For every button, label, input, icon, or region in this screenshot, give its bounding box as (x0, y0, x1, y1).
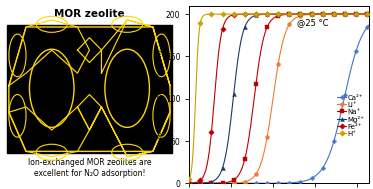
Y-axis label: N₂O concentration / ppm: N₂O concentration / ppm (157, 50, 163, 139)
Legend: Ca²⁺, Li⁺, Na⁺, Mg²⁺, Fe²⁺, H⁺: Ca²⁺, Li⁺, Na⁺, Mg²⁺, Fe²⁺, H⁺ (335, 92, 368, 140)
Bar (7, 25, 172, 153)
Text: @25 °C: @25 °C (297, 18, 329, 27)
Text: Ion-exchanged MOR zeolites are
excellent for N₂O adsorption!: Ion-exchanged MOR zeolites are excellent… (28, 158, 151, 178)
Text: MOR zeolite: MOR zeolite (54, 9, 125, 19)
